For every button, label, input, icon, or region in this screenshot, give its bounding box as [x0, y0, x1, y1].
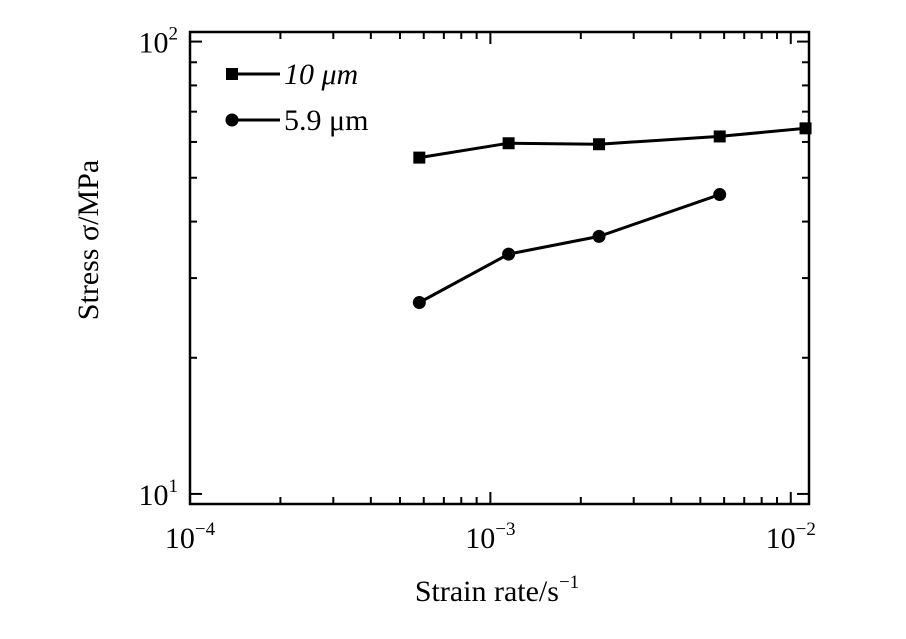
x-tick-label: 10−2 [766, 519, 816, 555]
square-marker [713, 130, 726, 143]
tick-labels: 10−4 10−3 10−2 101 102 [139, 24, 816, 555]
circle-marker [713, 188, 727, 202]
square-marker [502, 137, 515, 150]
y-tick-label: 101 [139, 476, 179, 512]
x-axis-title: Strain rate/s−1 [415, 572, 579, 608]
square-marker [799, 122, 812, 135]
series-line [419, 126, 806, 160]
square-marker [413, 151, 426, 164]
legend-label: 5.9 μm [284, 104, 368, 137]
legend-label: 10 μm [284, 58, 358, 91]
circle-marker [502, 247, 516, 261]
y-axis-title: Stress σ/MPa [72, 160, 105, 320]
square-marker [593, 138, 606, 151]
axis-ticks [189, 32, 809, 504]
series-line [418, 193, 721, 304]
series-1 [413, 122, 812, 164]
circle-marker [412, 295, 426, 309]
x-tick-label: 10−3 [465, 519, 515, 555]
y-tick-label: 102 [139, 24, 179, 60]
series-layer [412, 122, 812, 309]
series-2 [412, 188, 727, 309]
plot-frame [188, 30, 811, 506]
circle-marker [592, 229, 606, 243]
legend: 10 μm 5.9 μm [225, 58, 368, 137]
x-tick-label: 10−4 [165, 519, 216, 555]
